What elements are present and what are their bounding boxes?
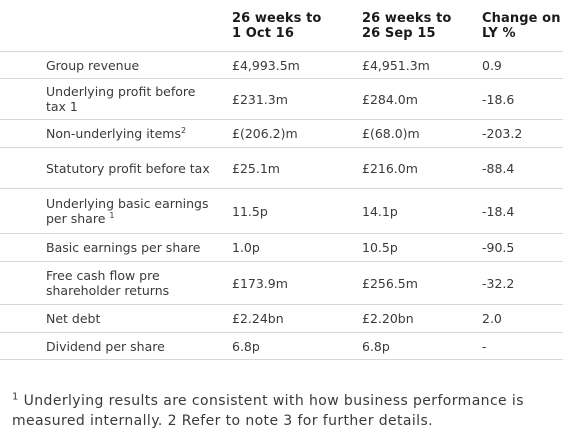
row-label: Net debt bbox=[46, 311, 101, 326]
header-col-current-line2: 1 Oct 16 bbox=[232, 26, 294, 41]
header-col-change-line2: LY % bbox=[482, 26, 516, 41]
row-change-value: -88.4 bbox=[482, 160, 515, 176]
header-col-prior: 26 weeks to 26 Sep 15 bbox=[346, 11, 470, 41]
row-change-value: -90.5 bbox=[482, 240, 515, 255]
table-row: Dividend per share 6.8p 6.8p - bbox=[0, 333, 563, 360]
row-label: Basic earnings per share bbox=[46, 240, 201, 255]
row-prior-value: £256.5m bbox=[362, 275, 418, 291]
row-prior-value: £(68.0)m bbox=[362, 126, 420, 141]
row-change-value: -203.2 bbox=[482, 126, 523, 141]
row-current-value: £231.3m bbox=[232, 91, 288, 107]
row-change-value: -18.4 bbox=[482, 203, 515, 219]
row-current-value: £(206.2)m bbox=[232, 126, 298, 141]
row-current-value: 11.5p bbox=[232, 203, 268, 219]
row-label: Dividend per share bbox=[46, 338, 165, 354]
row-change-value: 2.0 bbox=[482, 311, 502, 326]
footnote-marker: 1 bbox=[12, 391, 19, 403]
table-row: Free cash flow pre shareholder returns £… bbox=[0, 262, 563, 305]
row-label: Underlying profit before tax 1 bbox=[46, 84, 196, 114]
row-prior-value: 10.5p bbox=[362, 240, 398, 255]
table-row: Underlying profit before tax 1 £231.3m £… bbox=[0, 79, 563, 120]
footnote-marker: 2 bbox=[180, 125, 187, 135]
row-label-text: Non-underlying items bbox=[46, 126, 181, 141]
row-label: Non-underlying items2 bbox=[0, 126, 216, 141]
results-table: 26 weeks to 1 Oct 16 26 weeks to 26 Sep … bbox=[0, 0, 563, 360]
footnote: 1 Underlying results are consistent with… bbox=[12, 391, 557, 431]
row-prior-value: £2.20bn bbox=[362, 311, 414, 326]
row-prior-value: £284.0m bbox=[362, 91, 418, 107]
row-label: Free cash flow pre shareholder returns bbox=[46, 268, 170, 298]
table-row: Non-underlying items2 £(206.2)m £(68.0)m… bbox=[0, 120, 563, 148]
header-col-change: Change on LY % bbox=[470, 11, 563, 41]
row-current-value: 6.8p bbox=[232, 338, 260, 354]
row-label: Underlying basic earnings per share 1 bbox=[0, 196, 216, 226]
row-change-value: -32.2 bbox=[482, 275, 515, 291]
row-change-value: -18.6 bbox=[482, 91, 515, 107]
table-row: Underlying basic earnings per share 1 11… bbox=[0, 189, 563, 234]
header-col-prior-line2: 26 Sep 15 bbox=[362, 26, 436, 41]
footnote-marker: 1 bbox=[109, 210, 115, 220]
row-current-value: £25.1m bbox=[232, 160, 280, 176]
row-prior-value: 14.1p bbox=[362, 203, 398, 219]
row-current-value: 1.0p bbox=[232, 240, 260, 255]
header-col-prior-line1: 26 weeks to bbox=[362, 11, 452, 26]
table-row: Statutory profit before tax £25.1m £216.… bbox=[0, 148, 563, 189]
row-prior-value: 6.8p bbox=[362, 338, 390, 354]
header-col-current-line1: 26 weeks to bbox=[232, 11, 322, 26]
row-current-value: £173.9m bbox=[232, 275, 288, 291]
row-change-value: 0.9 bbox=[482, 57, 502, 73]
table-row: Group revenue £4,993.5m £4,951.3m 0.9 bbox=[0, 52, 563, 79]
table-row: Basic earnings per share 1.0p 10.5p -90.… bbox=[0, 234, 563, 262]
header-col-current: 26 weeks to 1 Oct 16 bbox=[216, 11, 346, 41]
row-current-value: £4,993.5m bbox=[232, 57, 300, 73]
table-header-row: 26 weeks to 1 Oct 16 26 weeks to 26 Sep … bbox=[0, 0, 563, 52]
row-current-value: £2.24bn bbox=[232, 311, 284, 326]
row-label: Group revenue bbox=[46, 57, 140, 73]
row-label-text: Underlying basic earnings per share bbox=[46, 196, 209, 226]
footnote-text: Underlying results are consistent with h… bbox=[12, 393, 524, 429]
row-change-value: - bbox=[482, 338, 487, 354]
header-col-change-line1: Change on bbox=[482, 11, 561, 26]
table-row: Net debt £2.24bn £2.20bn 2.0 bbox=[0, 305, 563, 333]
row-prior-value: £216.0m bbox=[362, 160, 418, 176]
row-prior-value: £4,951.3m bbox=[362, 57, 430, 73]
row-label: Statutory profit before tax bbox=[46, 160, 210, 176]
